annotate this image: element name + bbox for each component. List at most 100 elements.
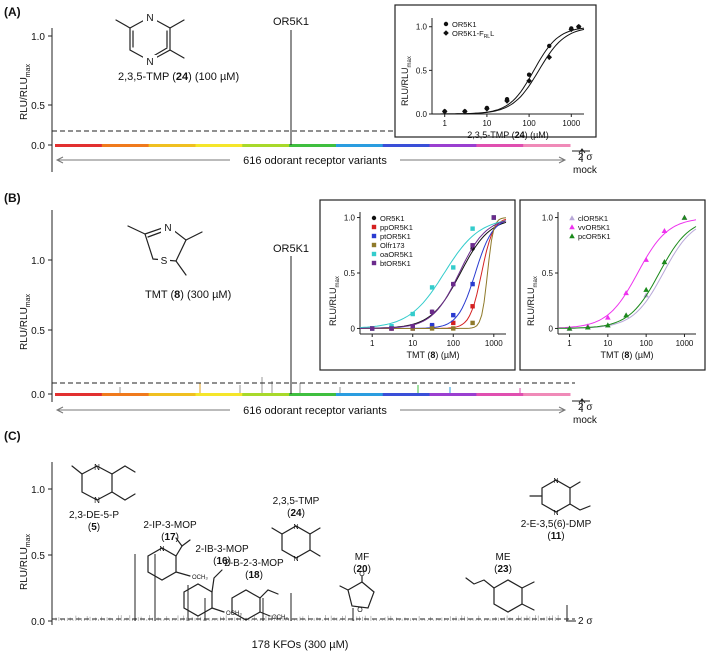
panel-b-tmt-structure: N S <box>127 221 203 276</box>
inset-point <box>681 214 688 220</box>
inset-point <box>484 105 490 112</box>
num-20: (20) <box>353 564 371 575</box>
panel-b-ytick-1: 1.0 <box>31 256 45 267</box>
inset-point <box>429 285 435 290</box>
inset-y-label: RLU/RLUmax <box>400 56 413 106</box>
svg-text:OCH₃: OCH₃ <box>192 575 208 581</box>
panel-a-ytick-05: 0.5 <box>31 101 45 112</box>
inset-x-tick-label: 10 <box>603 339 612 348</box>
inset-x-tick-label: 100 <box>639 339 653 348</box>
panel-b-ylabel: RLU/RLUmax <box>19 293 32 350</box>
svg-text:N: N <box>94 496 100 505</box>
inset-point <box>451 265 456 270</box>
inset-x-label: TMT (8) (µM) <box>406 350 459 360</box>
inset-point <box>585 324 591 330</box>
svg-text:O: O <box>359 571 365 578</box>
structure-2-e-3-5-6-dmp: N N <box>529 478 591 517</box>
svg-text:N: N <box>146 57 153 68</box>
panel-a-tmp-structure: N N <box>115 11 185 68</box>
structure-2-b-2-3-mop: OCH₃ <box>231 589 288 621</box>
inset-point <box>504 98 510 104</box>
panel-a-range-arrow <box>55 153 567 167</box>
panel-b-ytick-0: 0.0 <box>31 390 45 401</box>
inset-point <box>661 228 668 234</box>
inset-y-tick-label: 0.5 <box>416 66 428 75</box>
legend-label: Olfr173 <box>380 241 405 250</box>
label-2-3-5-tmp: 2,3,5-TMP <box>273 496 320 507</box>
inset-point <box>643 256 649 262</box>
variant-segment <box>476 393 524 396</box>
structure-2-ip-3-mop: N OCH₃ <box>147 537 208 581</box>
legend-marker <box>371 242 377 248</box>
panel-c-label: (C) <box>4 429 21 443</box>
panel-b-inset-1: 1 10 100 1000 0 0.5 1.0 TMT (8) (µM) RLU/RLUmax O… <box>319 199 516 371</box>
variant-segment <box>242 393 290 396</box>
panel-a-mock-arrow <box>578 148 586 162</box>
variant-segment <box>476 144 524 147</box>
inset-y-tick-label: 0.0 <box>416 110 428 119</box>
legend-marker <box>371 251 377 257</box>
svg-text:N: N <box>293 524 298 531</box>
panel-b: (B) 1.0 0.5 0.0 RLU/RLUmax 2 σ OR5K1 N S <box>4 191 706 426</box>
variant-segment <box>523 393 571 396</box>
variant-segment <box>335 393 384 396</box>
panel-b-mock-label: mock <box>573 415 598 426</box>
panel-b-sigma-label: 2 σ <box>578 402 593 413</box>
inset-point <box>643 286 649 292</box>
inset-point <box>526 78 532 84</box>
variant-segment <box>101 144 150 147</box>
inset-point <box>566 325 573 331</box>
variant-segment <box>195 393 243 396</box>
inset-point <box>526 72 532 77</box>
inset-point <box>661 259 668 265</box>
legend-marker <box>569 233 575 239</box>
variant-segment <box>429 144 477 147</box>
num-11: (11) <box>547 531 564 542</box>
inset-point <box>470 281 475 287</box>
panel-a-ylabel: RLU/RLUmax <box>19 63 32 120</box>
panel-c-kfo-baseline <box>55 615 559 621</box>
inset-point <box>410 324 415 329</box>
inset-point <box>451 281 456 287</box>
panel-c-xlabel: 178 KFOs (300 µM) <box>252 639 349 651</box>
inset-y-tick-label: 1.0 <box>542 214 554 223</box>
label-2-ib-3-mop: 2-IB-3-MOP <box>195 544 249 555</box>
inset-point <box>470 320 475 326</box>
legend-marker <box>371 233 377 239</box>
inset-x-tick-label: 100 <box>447 339 461 348</box>
inset-point <box>623 290 629 296</box>
inset-point <box>470 243 475 248</box>
panel-b-peak-label: OR5K1 <box>273 243 309 255</box>
num-24: (24) <box>287 508 305 519</box>
inset-point <box>429 322 435 328</box>
inset-x-tick-label: 100 <box>522 119 536 128</box>
label-2-ip-3-mop: 2-IP-3-MOP <box>143 520 197 531</box>
variant-segment <box>242 144 290 147</box>
panel-b-ytick-05: 0.5 <box>31 326 45 337</box>
svg-text:N: N <box>159 546 164 553</box>
inset-point <box>389 326 394 331</box>
inset-point <box>410 311 415 317</box>
svg-text:N: N <box>293 556 298 563</box>
inset-point <box>462 108 468 115</box>
structure-2-3-de-5-p: N N <box>71 463 136 505</box>
num-17: (17) <box>161 532 179 543</box>
inset-x-tick-label: 1000 <box>485 339 503 348</box>
panel-a-label: (A) <box>4 5 21 19</box>
variant-segment <box>101 393 150 396</box>
inset-y-tick-label: 0.5 <box>542 269 554 278</box>
num-23: (23) <box>494 564 512 575</box>
panel-a-compound-caption: 2,3,5-TMP (24) (100 µM) <box>118 71 239 83</box>
variant-segment <box>55 393 103 396</box>
inset-point <box>451 326 456 331</box>
inset-y-tick-label: 0 <box>549 324 554 333</box>
legend-marker <box>569 224 575 230</box>
panel-a-y-axis: 1.0 0.5 0.0 RLU/RLUmax <box>19 28 53 172</box>
inset-y-tick-label: 0 <box>351 324 356 333</box>
panel-c-ytick-1: 1.0 <box>31 485 45 496</box>
legend-label: ptOR5K1 <box>380 232 411 241</box>
num-16: (16) <box>213 556 231 567</box>
panel-c-sigma-label: 2 σ <box>578 616 593 627</box>
svg-text:N: N <box>164 223 171 234</box>
panel-c-ylabel: RLU/RLUmax <box>19 533 32 590</box>
